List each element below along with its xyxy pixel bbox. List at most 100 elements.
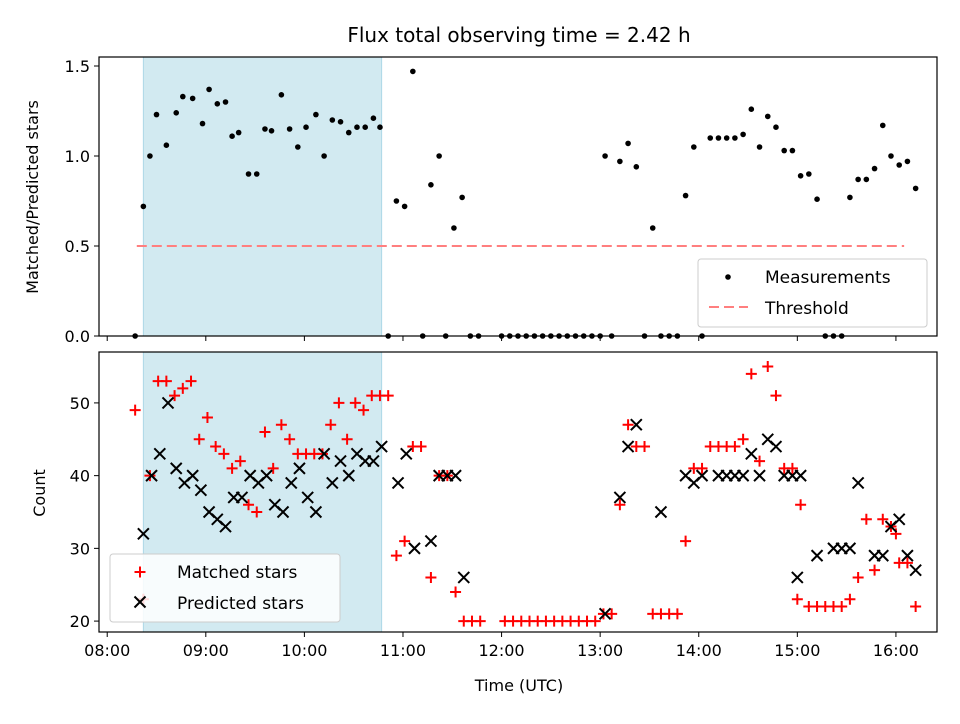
matched-star-marker xyxy=(169,390,181,402)
legend-matched-marker xyxy=(134,566,146,578)
measurement-point xyxy=(428,182,434,188)
measurement-point xyxy=(912,185,919,192)
measurement-point xyxy=(682,192,689,199)
matched-star-marker xyxy=(243,499,255,511)
matched-star-marker xyxy=(762,361,774,373)
x-tick-label: 14:00 xyxy=(676,641,722,660)
y-tick-label: 20 xyxy=(70,612,90,631)
matched-star-marker xyxy=(267,462,279,474)
measurement-point xyxy=(740,131,746,138)
matched-star-marker xyxy=(259,426,271,438)
measurement-point xyxy=(354,124,360,130)
predicted-star-marker xyxy=(235,491,249,504)
matched-star-marker xyxy=(606,608,618,620)
measurement-point xyxy=(401,203,408,210)
predicted-star-marker xyxy=(326,476,339,490)
measurement-point xyxy=(436,153,442,159)
measurement-point xyxy=(189,95,196,102)
predicted-star-marker xyxy=(342,469,355,482)
predicted-star-marker xyxy=(791,571,804,584)
measurement-point xyxy=(206,86,212,93)
matched-star-marker xyxy=(770,390,782,402)
y-tick-label: 1.0 xyxy=(65,147,90,166)
predicted-star-marker xyxy=(186,469,199,482)
measurement-point xyxy=(235,129,242,136)
measurement-point xyxy=(268,128,275,134)
legend-label-predicted: Predicted stars xyxy=(177,594,304,614)
measurement-point xyxy=(140,203,147,210)
bottom-axes-frame xyxy=(98,351,938,633)
matched-star-marker xyxy=(382,390,394,402)
measurement-point xyxy=(262,126,268,132)
count-panel: 08:00 09:00 10:00 11:00 12:00 13:00 14:00 15:00… xyxy=(70,351,938,660)
matched-star-marker xyxy=(399,535,411,547)
predicted-star-marker xyxy=(613,491,627,504)
measurement-point xyxy=(337,119,344,125)
matched-star-marker xyxy=(614,499,626,511)
predicted-star-marker xyxy=(161,396,175,410)
measurement-point xyxy=(847,194,853,201)
measurement-point xyxy=(896,162,903,168)
measurement-point xyxy=(625,140,631,147)
measurement-point xyxy=(362,124,368,130)
measurement-point xyxy=(617,158,623,165)
measurement-point xyxy=(393,198,400,204)
predicted-star-marker xyxy=(170,462,183,475)
matched-star-marker xyxy=(234,455,246,467)
predicted-star-marker xyxy=(137,527,150,541)
measurement-point xyxy=(806,171,812,177)
top-axes-frame xyxy=(98,56,938,337)
measurement-point xyxy=(855,176,861,183)
y-tick-label: 0.0 xyxy=(65,327,90,346)
matched-star-marker xyxy=(671,608,683,620)
matched-star-marker xyxy=(910,601,922,613)
measurement-point xyxy=(879,122,886,129)
matched-star-marker xyxy=(316,448,328,460)
measurement-point xyxy=(756,144,763,150)
x-tick-label: 15:00 xyxy=(774,641,820,660)
measurement-point xyxy=(199,120,206,127)
predicted-star-marker xyxy=(375,440,388,453)
matched-star-marker xyxy=(333,397,345,409)
measurement-point xyxy=(180,93,186,100)
matched-star-marker xyxy=(901,557,913,569)
matched-star-marker xyxy=(860,513,872,525)
legend-measurement-marker xyxy=(725,274,731,280)
measurement-point xyxy=(649,225,656,231)
predicted-star-marker xyxy=(736,469,750,482)
predicted-star-marker xyxy=(285,476,298,490)
matched-star-marker xyxy=(589,615,601,627)
bottom-y-axis-label: Count xyxy=(30,469,49,517)
x-tick-label: 10:00 xyxy=(281,641,327,660)
y-tick-label: 1.5 xyxy=(65,57,90,76)
measurement-point xyxy=(888,153,894,159)
matched-star-marker xyxy=(144,470,156,482)
predicted-star-marker xyxy=(457,571,470,584)
predicted-star-marker xyxy=(145,469,158,482)
matched-star-marker xyxy=(218,448,230,460)
matched-star-marker xyxy=(786,462,798,474)
matched-star-marker xyxy=(844,593,856,605)
matched-star-marker xyxy=(745,368,757,380)
predicted-star-marker xyxy=(424,534,438,548)
predicted-star-marker xyxy=(449,469,462,482)
measurement-point xyxy=(222,99,229,105)
predicted-star-marker xyxy=(301,491,314,504)
matched-star-marker xyxy=(680,535,692,547)
matched-star-marker xyxy=(737,433,749,445)
predicted-star-marker xyxy=(654,505,668,519)
predicted-star-marker xyxy=(621,440,635,453)
measurement-point xyxy=(214,101,221,107)
ratio-panel: 0.0 0.5 1.0 1.5 Measurements Threshold xyxy=(65,56,938,346)
predicted-star-marker xyxy=(334,454,347,468)
matched-star-marker xyxy=(474,615,486,627)
predicted-star-marker xyxy=(293,462,306,475)
matched-star-marker xyxy=(622,419,634,431)
matched-star-marker xyxy=(275,419,287,431)
y-tick-label: 50 xyxy=(70,394,90,413)
predicted-star-marker xyxy=(876,549,889,562)
measurement-point xyxy=(715,135,722,141)
matched-star-marker xyxy=(185,375,197,387)
matched-star-marker xyxy=(160,375,172,387)
